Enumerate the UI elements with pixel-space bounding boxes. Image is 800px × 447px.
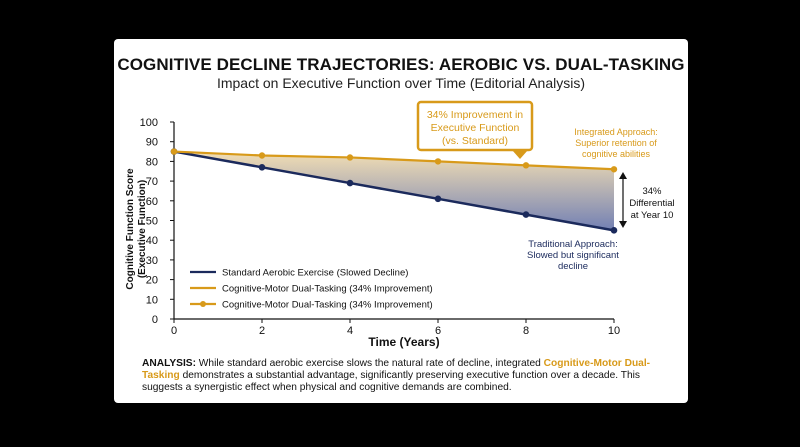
traditional-text-1: Traditional Approach:: [528, 239, 617, 250]
standard-data-point: [434, 195, 442, 203]
y-tick-label: 90: [146, 137, 158, 149]
x-tick-label: 2: [259, 325, 265, 337]
y-tick-label: 20: [146, 275, 158, 287]
x-tick-label: 0: [171, 325, 177, 337]
differential-text-1: 34%: [642, 186, 662, 197]
y-tick-label: 100: [140, 117, 158, 129]
x-axis-title: Time (Years): [368, 335, 439, 349]
dual-series-line: [173, 150, 615, 171]
analysis-label: ANALYSIS:: [142, 358, 196, 369]
analysis-text-after: demonstrates a substantial advantage, si…: [142, 370, 640, 393]
integrated-text-3: cognitive abilities: [582, 149, 651, 159]
x-tick-label: 4: [347, 325, 353, 337]
analysis-highlight: Cognitive-Motor Dual-Tasking: [142, 358, 651, 381]
standard-series-line: [173, 150, 615, 232]
improvement-callout: 34% Improvement in Executive Function (v…: [416, 100, 534, 159]
legend-label: Cognitive-Motor Dual-Tasking (34% Improv…: [222, 300, 433, 311]
dual-data-point: [258, 152, 266, 159]
x-tick-label: 10: [608, 325, 620, 337]
dual-data-point: [610, 166, 618, 173]
chart-subtitle: Impact on Executive Function over Time (…: [216, 75, 586, 91]
differential-annotation: 34% Differential at Year 10: [619, 172, 675, 228]
standard-data-point: [258, 164, 266, 171]
y-tick-label: 10: [146, 294, 158, 306]
integrated-text-1: Integrated Approach:: [574, 127, 658, 137]
y-tick-label: 80: [146, 156, 158, 168]
integrated-text-2: Superior retention of: [575, 138, 657, 148]
analysis-text-before: While standard aerobic exercise slows th…: [195, 358, 544, 369]
integrated-note: Integrated Approach: Superior retention …: [574, 127, 658, 159]
callout-text-3: (vs. Standard): [442, 135, 508, 147]
y-tick-label: 70: [146, 176, 158, 188]
callout-text-2: Executive Function: [431, 122, 520, 134]
y-tick-label: 30: [146, 255, 158, 267]
chart-title: COGNITIVE DECLINE TRAJECTORIES: AEROBIC …: [117, 55, 685, 74]
traditional-text-2: Slowed but significant: [527, 250, 619, 261]
callout-text-1: 34% Improvement in: [427, 109, 523, 121]
legend-marker: [200, 301, 206, 307]
line-chart: 0 10 20 30 40 50 60 70 80 90 100 0 2 4 6 8 10 Standard A…: [125, 100, 675, 349]
traditional-note: Traditional Approach: Slowed but signifi…: [527, 239, 619, 272]
y-tick-label: 60: [146, 196, 158, 208]
dual-data-point: [346, 154, 354, 161]
y-axis-title-line2: (Executive Function): [137, 180, 148, 278]
y-tick-label: 0: [152, 314, 158, 326]
traditional-text-3: decline: [558, 261, 588, 272]
legend-label: Cognitive-Motor Dual-Tasking (34% Improv…: [222, 284, 433, 295]
y-axis-title-line1: Cognitive Function Score: [125, 168, 136, 290]
y-tick-label: 40: [146, 235, 158, 247]
differential-text-3: at Year 10: [631, 210, 674, 221]
dual-data-point: [522, 162, 530, 169]
standard-data-point: [522, 211, 530, 218]
standard-data-point: [610, 227, 618, 234]
x-tick-label: 8: [523, 325, 529, 337]
dual-data-point: [434, 158, 442, 165]
standard-data-point: [346, 179, 354, 187]
differential-text-2: Differential: [629, 198, 674, 209]
x-tick-label: 6: [435, 325, 441, 337]
analysis-text: ANALYSIS: While standard aerobic exercis…: [142, 358, 672, 394]
legend-label: Standard Aerobic Exercise (Slowed Declin…: [222, 268, 408, 279]
dual-data-point: [170, 148, 178, 155]
chart-card: COGNITIVE DECLINE TRAJECTORIES: AEROBIC …: [114, 39, 688, 403]
y-tick-label: 50: [146, 216, 158, 228]
